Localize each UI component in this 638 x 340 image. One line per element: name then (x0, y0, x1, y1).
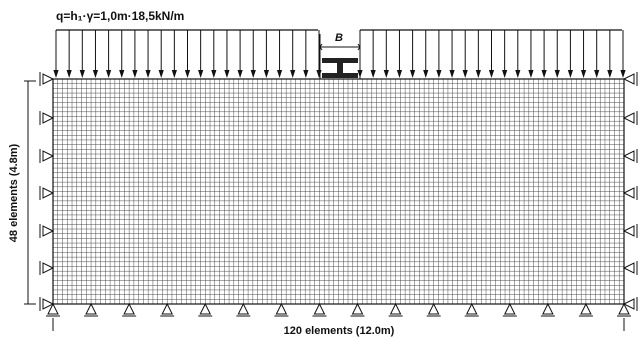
mesh-gridlines (52, 78, 625, 305)
load-arrow-head (250, 70, 256, 78)
load-arrow-head (66, 70, 72, 78)
load-arrow-head (580, 70, 587, 78)
load-arrow-head (449, 70, 455, 78)
load-arrow-head (607, 70, 613, 78)
roller-support-right (622, 187, 635, 199)
load-arrow-head (541, 70, 547, 78)
roller-support-right (622, 112, 635, 124)
load-arrow-head (132, 70, 138, 78)
bottom-pinned-supports (46, 302, 631, 317)
pinned-support (47, 302, 59, 315)
load-arrow-head (620, 70, 626, 78)
load-arrow-head (263, 70, 269, 78)
load-arrow-head (567, 70, 573, 78)
load-arrow-head (79, 70, 85, 78)
load-arrow-head (145, 70, 151, 78)
load-arrow-head (237, 70, 243, 78)
load-arrow-head (106, 70, 112, 78)
load-arrow-head (488, 70, 495, 78)
load-arrow-head (462, 70, 468, 78)
pinned-support (542, 302, 554, 315)
load-arrow-head (475, 70, 481, 78)
load-arrow-head (303, 70, 309, 78)
pinned-support (199, 302, 212, 315)
roller-support-right (622, 150, 635, 162)
load-arrow-head (436, 70, 442, 78)
roller-support-left (42, 150, 55, 162)
roller-support-right (622, 73, 635, 85)
pinned-support (161, 302, 174, 315)
pinned-support (275, 302, 288, 315)
horizontal-dimension-ticks (52, 318, 625, 331)
roller-support-left (42, 298, 55, 310)
vertical-dimension-label: 48 elements (4.8m) (8, 143, 20, 242)
surcharge-load-label: q=h₁·γ=1,0m·18,5kN/m (56, 9, 184, 23)
load-arrow-head (211, 70, 217, 78)
load-arrow-head (370, 70, 376, 78)
roller-support-right (622, 262, 635, 274)
pinned-support (313, 302, 326, 315)
roller-support-left (42, 112, 55, 124)
pinned-support (580, 302, 592, 315)
roller-support-left (42, 73, 55, 85)
mesh-boundary (52, 78, 625, 305)
load-arrow-head (119, 70, 125, 78)
load-arrow-head (290, 70, 296, 78)
roller-support-right (622, 225, 635, 237)
load-arrow-head (515, 70, 521, 78)
load-arrow-head (396, 70, 403, 78)
horizontal-dimension-label: 120 elements (12.0m) (284, 325, 395, 337)
load-arrow-head (198, 70, 204, 78)
load-arrow-head (554, 70, 560, 78)
footing-top-flange (322, 58, 358, 63)
load-arrow-head (224, 70, 230, 78)
load-arrow-head (383, 70, 389, 78)
roller-support-left (42, 225, 55, 237)
footing-web (337, 63, 343, 73)
right-roller-supports (622, 72, 638, 311)
load-arrow-head (528, 70, 534, 78)
load-arrow-head (171, 70, 177, 78)
surcharge-load-arrows (53, 29, 626, 78)
load-arrow-head (184, 70, 191, 78)
load-arrow-head (502, 70, 508, 78)
load-arrow-head (423, 70, 429, 78)
roller-support-left (42, 187, 55, 199)
footing (319, 34, 361, 79)
pinned-support (427, 302, 440, 315)
pinned-support (237, 302, 250, 315)
vertical-dimension-line (24, 80, 36, 305)
footing-bottom-flange (322, 73, 358, 78)
pinned-support (123, 302, 135, 315)
roller-support-left (42, 262, 55, 274)
pinned-support (389, 302, 402, 315)
pinned-support (465, 302, 478, 315)
footing-width-label: B (335, 32, 343, 44)
finite-element-mesh (52, 78, 625, 305)
load-arrow-head (594, 70, 600, 78)
load-arrow-head (410, 70, 416, 78)
pinned-support (618, 302, 630, 315)
left-roller-supports (39, 72, 55, 311)
load-arrow-head (158, 70, 164, 78)
load-arrow-head (276, 70, 283, 78)
load-arrow-head (53, 70, 59, 78)
pinned-support (85, 302, 97, 315)
load-arrow-head (92, 70, 99, 78)
load-arrow-head (316, 70, 322, 78)
pinned-support (503, 302, 516, 315)
roller-support-right (622, 298, 635, 310)
pinned-support (351, 302, 364, 315)
